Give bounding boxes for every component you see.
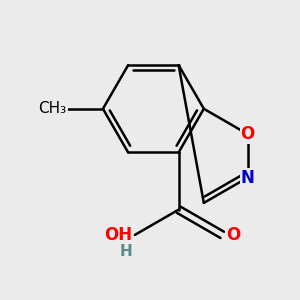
Text: O: O [240,125,255,143]
Text: O: O [226,226,240,244]
Text: OH: OH [104,226,132,244]
Text: H: H [119,244,132,259]
Text: CH₃: CH₃ [38,101,67,116]
Text: N: N [241,169,254,187]
